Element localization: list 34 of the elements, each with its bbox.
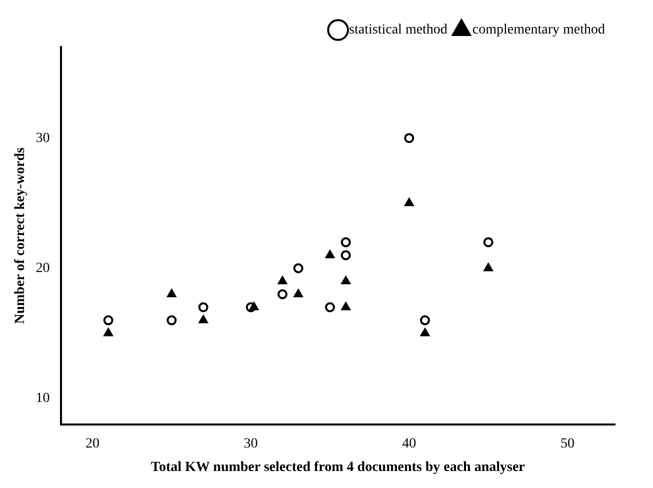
y-tick-label: 30 (36, 130, 50, 146)
point (103, 315, 114, 326)
x-tick-label: 50 (560, 436, 574, 452)
point (341, 302, 350, 310)
point (166, 315, 177, 326)
point (340, 237, 351, 248)
point (278, 276, 287, 284)
point (324, 302, 335, 312)
point (483, 237, 494, 248)
point (484, 263, 493, 272)
point (404, 133, 414, 144)
point (341, 276, 350, 284)
point (404, 198, 414, 206)
point (198, 315, 208, 324)
point (420, 328, 430, 336)
point (326, 250, 334, 258)
y-tick-label: 10 (36, 391, 50, 406)
x-tick-label: 30 (244, 436, 258, 452)
point (167, 289, 176, 298)
point (198, 302, 208, 312)
legend-label: statistical method (349, 22, 448, 38)
point (420, 315, 430, 326)
point (104, 328, 113, 336)
y-axis-title: Number of correct key-words (13, 146, 28, 324)
x-tick-label: 40 (402, 436, 416, 452)
y-tick-label: 20 (36, 260, 50, 276)
point (277, 289, 288, 300)
point (293, 263, 304, 274)
legend-label: complementary method (472, 22, 606, 38)
x-axis-title: Total KW number selected from 4 documents by each analyser (150, 460, 525, 476)
point (294, 289, 303, 298)
point (246, 302, 256, 312)
point (340, 250, 351, 260)
x-tick-label: 20 (85, 436, 100, 452)
